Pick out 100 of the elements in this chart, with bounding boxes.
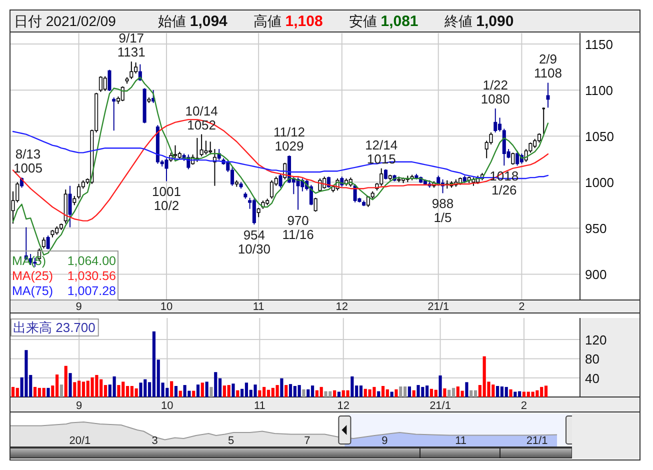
bar: [11, 386, 15, 397]
x-tick-label: 12: [337, 400, 350, 412]
bar: [258, 390, 262, 397]
bar: [214, 372, 218, 397]
x-tick-label: 11: [254, 400, 266, 412]
bar: [126, 386, 130, 397]
text: 高値 1,108: [253, 13, 323, 30]
annotation: 1,064.00: [67, 254, 116, 268]
y-tick-label: 1150: [585, 37, 613, 52]
bar: [474, 390, 478, 397]
bar: [302, 389, 306, 397]
x-tick-label: 11: [455, 435, 467, 447]
bar: [306, 389, 310, 397]
candlestick: [252, 198, 256, 226]
bar: [298, 385, 301, 397]
bar: [390, 392, 394, 397]
candlestick: [516, 150, 520, 166]
bar: [522, 392, 526, 397]
x-tick-label: 10: [161, 400, 174, 412]
bar: [82, 382, 86, 397]
bar: [64, 366, 68, 397]
candlestick: [72, 195, 76, 206]
x-tick-label: 21/1: [526, 435, 548, 447]
bar: [377, 391, 380, 397]
candlestick: [108, 69, 112, 92]
bar: [324, 391, 328, 397]
candlestick: [120, 86, 124, 102]
bar: [399, 386, 402, 397]
bar: [232, 384, 235, 397]
bar: [438, 375, 442, 397]
bar: [227, 385, 230, 397]
candlestick: [68, 185, 72, 228]
candlestick: [511, 152, 515, 166]
candlestick: [46, 235, 50, 250]
candlestick: [384, 168, 388, 180]
candlestick: [103, 76, 107, 92]
x-tick-label: 5: [228, 435, 234, 447]
text: 安値 1,081: [348, 13, 418, 30]
bar: [359, 386, 363, 397]
bar: [288, 384, 292, 397]
bar: [514, 392, 517, 397]
bar: [337, 392, 341, 397]
candlestick: [314, 197, 318, 212]
annotation: 10/14 1052: [185, 103, 218, 132]
candlestick: [353, 183, 357, 203]
bar: [531, 392, 534, 397]
x-tick-label: 11: [252, 301, 264, 313]
bar: [408, 386, 411, 397]
annotation: 8/13 1005: [14, 146, 42, 176]
bar: [183, 385, 186, 397]
bar: [470, 390, 473, 397]
bar: [174, 386, 178, 397]
bar: [310, 386, 314, 397]
bar: [90, 377, 94, 397]
bar: [434, 390, 438, 397]
bar: [236, 390, 240, 397]
annotation: 9/17 1131: [117, 30, 146, 60]
bar: [346, 390, 350, 397]
bar: [139, 382, 142, 397]
bar: [134, 388, 138, 397]
y-tick-label: 1000: [585, 175, 614, 190]
x-tick-label: 7: [304, 435, 310, 447]
annotation: 1/22 1080: [480, 77, 510, 106]
x-tick-label: 2: [518, 301, 525, 313]
x-tick-label: 10: [160, 301, 173, 313]
bar: [280, 378, 284, 397]
y-tick-label: 1100: [585, 83, 613, 98]
y-tick-label: 80: [585, 352, 600, 367]
x-tick-label: 12: [336, 301, 348, 313]
bar: [178, 390, 182, 397]
bar: [452, 388, 456, 397]
bar: [460, 390, 464, 397]
x-tick-label: 9: [76, 301, 82, 313]
bar: [266, 390, 270, 397]
bar: [196, 384, 200, 397]
bar: [276, 385, 279, 397]
bar: [200, 382, 204, 397]
bar: [205, 382, 208, 397]
x-tick-label: 21/1: [430, 400, 451, 412]
x-tick-label: 20/1: [69, 435, 91, 447]
y-tick-label: 900: [585, 267, 607, 282]
x-tick-label: 9: [76, 400, 82, 412]
bar: [60, 384, 63, 397]
candlestick: [112, 96, 116, 132]
bar: [443, 388, 446, 397]
bar: [33, 386, 37, 397]
bar: [394, 389, 398, 397]
candlestick: [542, 107, 546, 135]
bar: [46, 388, 50, 397]
bar: [210, 386, 213, 397]
bar: [73, 382, 76, 397]
annotation: 954 10/30: [238, 228, 270, 257]
annotation: 2/9 1108: [534, 52, 562, 81]
bar: [368, 389, 372, 397]
bar: [192, 390, 196, 397]
annotation: 1,030.56: [67, 269, 116, 283]
x-tick-label: 3: [152, 435, 158, 447]
bar: [16, 388, 19, 397]
bar: [372, 386, 376, 397]
bar: [244, 382, 248, 397]
